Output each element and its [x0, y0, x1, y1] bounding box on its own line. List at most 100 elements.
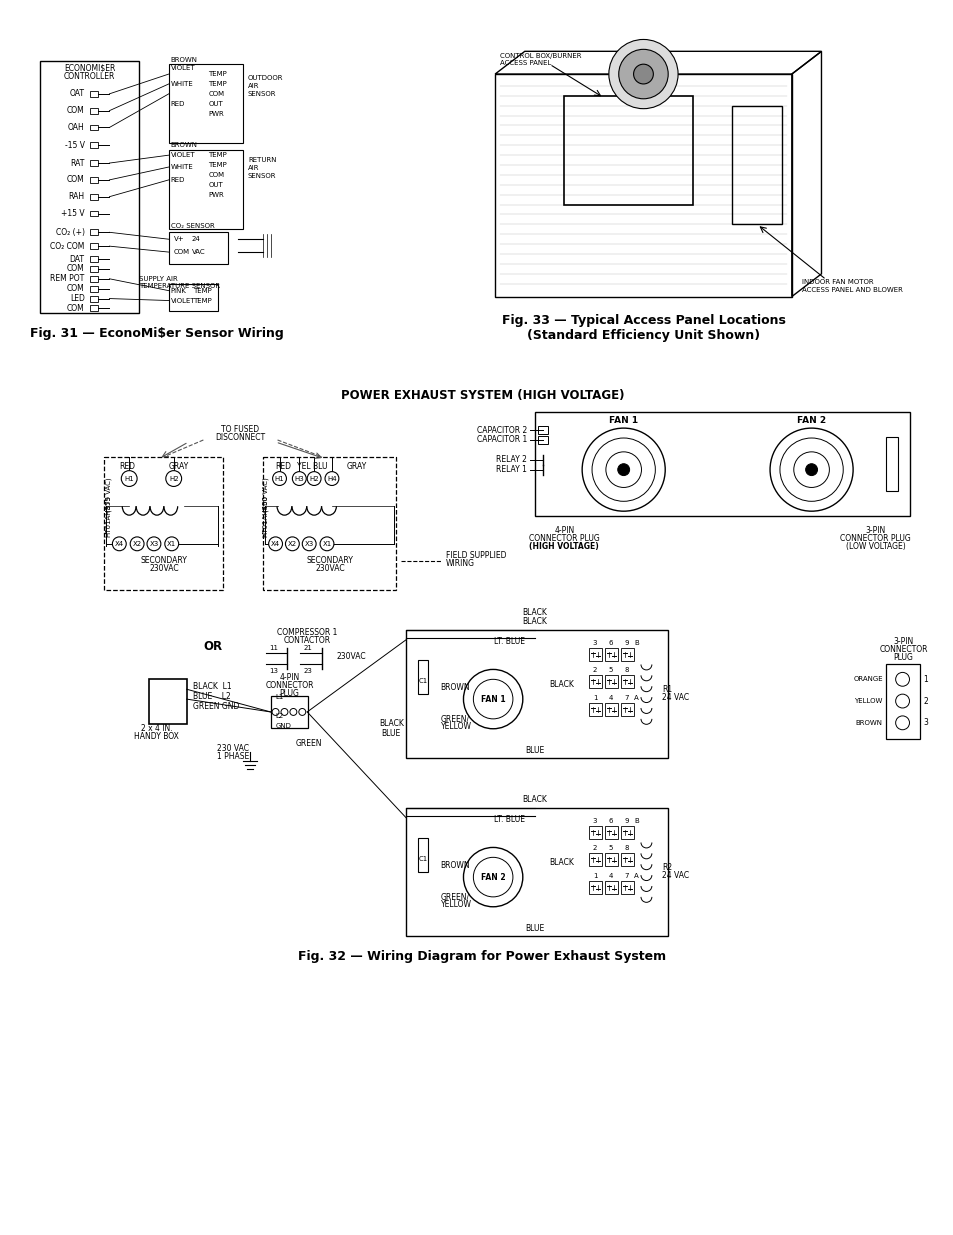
Text: 7: 7	[624, 873, 628, 879]
Text: AIR: AIR	[248, 165, 259, 170]
Text: RED: RED	[171, 101, 185, 106]
Bar	[604, 826, 618, 839]
Text: CAPACITOR 2: CAPACITOR 2	[476, 426, 526, 435]
Text: COM: COM	[67, 284, 85, 293]
Text: PWR: PWR	[208, 111, 224, 116]
Text: FIELD SUPPLIED: FIELD SUPPLIED	[445, 551, 506, 561]
Text: YELLOW: YELLOW	[854, 698, 882, 704]
Text: V+: V+	[173, 236, 184, 242]
Text: SENSOR: SENSOR	[248, 91, 276, 96]
Text: B: B	[634, 640, 639, 646]
Circle shape	[473, 857, 513, 897]
Text: RELAY 2: RELAY 2	[496, 456, 526, 464]
Bar	[604, 647, 618, 661]
Circle shape	[463, 669, 522, 729]
Text: H4: H4	[327, 475, 336, 482]
Bar	[732, 106, 781, 225]
Bar	[90, 210, 97, 216]
Bar	[90, 256, 97, 262]
Text: CO₂ (+): CO₂ (+)	[55, 227, 85, 237]
Text: 5: 5	[608, 667, 613, 673]
Text: BLUE    L2: BLUE L2	[193, 692, 231, 700]
Text: 4: 4	[608, 873, 613, 879]
Bar	[604, 703, 618, 716]
Text: X4: X4	[271, 541, 280, 547]
Text: X3: X3	[150, 541, 158, 547]
Text: 3: 3	[923, 719, 927, 727]
Text: HANDY BOX: HANDY BOX	[134, 732, 179, 741]
Text: BLACK: BLACK	[521, 618, 546, 626]
Text: L2: L2	[275, 713, 284, 719]
Circle shape	[320, 537, 334, 551]
Text: COM: COM	[173, 249, 190, 256]
Text: YELLOW: YELLOW	[440, 722, 471, 731]
Text: TEMP: TEMP	[208, 162, 227, 168]
Circle shape	[281, 709, 288, 715]
Bar	[169, 64, 243, 143]
Bar	[620, 826, 633, 839]
Circle shape	[608, 40, 678, 109]
Bar	[406, 630, 667, 758]
Bar	[620, 881, 633, 894]
Bar	[90, 243, 97, 249]
Circle shape	[633, 64, 653, 84]
Bar	[620, 647, 633, 661]
Text: VIOLET: VIOLET	[171, 298, 195, 304]
Text: REM POT: REM POT	[51, 274, 85, 283]
Text: TEMP: TEMP	[193, 288, 212, 294]
Text: PLUG: PLUG	[893, 653, 913, 662]
Text: X1: X1	[167, 541, 176, 547]
Text: OAT: OAT	[70, 89, 85, 99]
Circle shape	[769, 429, 852, 511]
Bar	[169, 151, 243, 230]
Bar	[90, 91, 97, 96]
Text: 2: 2	[592, 667, 597, 673]
Text: BLACK: BLACK	[378, 719, 403, 729]
Bar	[495, 74, 791, 296]
Text: (575 VAC): (575 VAC)	[105, 477, 112, 511]
Circle shape	[780, 438, 842, 501]
Bar	[537, 426, 547, 433]
Text: YEL BLU: YEL BLU	[297, 462, 328, 472]
Text: X2: X2	[288, 541, 296, 547]
Text: CO₂ COM: CO₂ COM	[51, 242, 85, 251]
Bar	[90, 266, 97, 272]
Text: WHITE: WHITE	[171, 164, 193, 170]
Bar	[90, 230, 97, 235]
Bar	[90, 194, 97, 200]
Text: RETURN: RETURN	[248, 157, 276, 163]
Text: 24 VAC: 24 VAC	[661, 693, 689, 701]
Text: RED: RED	[171, 177, 185, 183]
Bar	[588, 853, 601, 866]
Text: B: B	[634, 818, 639, 824]
Text: BROWN: BROWN	[171, 57, 197, 63]
Text: BLUE: BLUE	[524, 746, 544, 755]
Text: 1: 1	[923, 674, 927, 684]
Text: CONTROLLER: CONTROLLER	[64, 72, 115, 80]
Text: WIRING: WIRING	[445, 559, 475, 568]
Text: AIR: AIR	[248, 83, 259, 89]
Text: 6: 6	[608, 640, 613, 646]
Text: 230VAC: 230VAC	[336, 652, 366, 661]
Text: CONNECTOR: CONNECTOR	[879, 645, 927, 655]
Text: A: A	[634, 873, 639, 879]
Text: 9: 9	[624, 818, 628, 824]
Text: OUT: OUT	[208, 101, 223, 106]
Text: 3: 3	[592, 640, 597, 646]
Text: INDOOR FAN MOTOR: INDOOR FAN MOTOR	[801, 279, 872, 285]
Text: RED: RED	[275, 462, 292, 472]
Text: BLACK: BLACK	[521, 608, 546, 616]
Text: CAPACITOR 1: CAPACITOR 1	[476, 436, 526, 445]
Circle shape	[581, 429, 664, 511]
Text: VAC: VAC	[192, 249, 205, 256]
Bar	[169, 284, 218, 311]
Bar	[417, 659, 428, 694]
Text: BROWN: BROWN	[440, 861, 470, 869]
Circle shape	[130, 537, 144, 551]
Text: WHITE: WHITE	[171, 82, 193, 86]
Text: R2: R2	[661, 863, 672, 872]
Text: CONTROL BOX/BURNER: CONTROL BOX/BURNER	[499, 53, 581, 59]
Text: BLACK: BLACK	[549, 858, 574, 867]
Text: TEMP: TEMP	[208, 82, 227, 86]
Circle shape	[592, 438, 655, 501]
